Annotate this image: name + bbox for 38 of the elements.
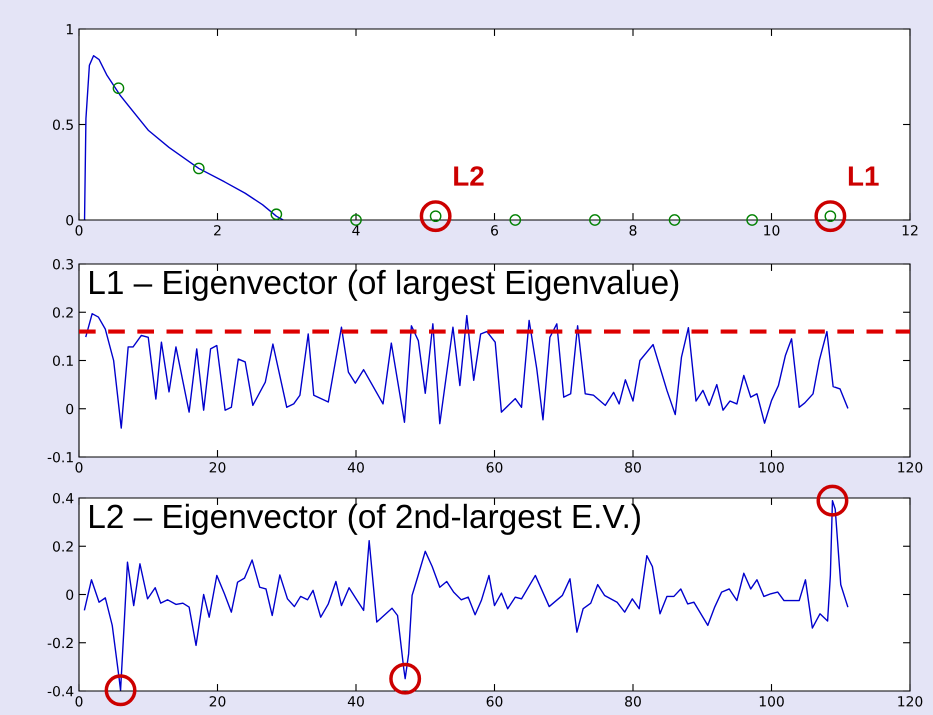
- x-tick-label: 0: [75, 225, 82, 236]
- x-tick-label: 120: [898, 696, 922, 707]
- x-tick-label: 100: [760, 696, 784, 707]
- x-tick-label: 80: [625, 462, 641, 473]
- x-tick-label: 6: [491, 225, 498, 236]
- x-tick-label: 0: [75, 696, 82, 707]
- x-tick-label: 10: [764, 225, 780, 236]
- x-tick-label: 120: [898, 462, 922, 473]
- x-tick-label: 40: [348, 696, 364, 707]
- x-tick-label: 8: [630, 225, 636, 236]
- y-tick-label: 1: [66, 24, 73, 34]
- y-tick-label: 0: [66, 589, 74, 600]
- x-tick-label: 12: [902, 225, 918, 236]
- y-tick-label: 0.4: [52, 492, 74, 504]
- x-tick-label: 80: [625, 696, 641, 707]
- x-tick-label: 60: [486, 462, 502, 473]
- x-tick-label: 20: [210, 462, 226, 473]
- y-tick-label: 0.3: [52, 258, 74, 270]
- annotation: L2: [454, 166, 484, 186]
- x-tick-label: 60: [486, 696, 502, 707]
- y-tick-label: -0.1: [48, 452, 73, 462]
- x-tick-label: 2: [214, 225, 221, 236]
- x-tick-label: 40: [348, 462, 364, 473]
- y-tick-label: 0.5: [52, 119, 73, 130]
- x-tick-label: 4: [352, 225, 360, 236]
- y-tick-label: -0.4: [48, 686, 74, 696]
- x-tick-label: 20: [210, 696, 226, 707]
- y-tick-label: 0.2: [52, 541, 73, 552]
- x-tick-label: 100: [760, 462, 784, 473]
- y-tick-label: 0: [66, 404, 74, 414]
- chart-title: L1 – Eigenvector (of largest Eigenvalue): [90, 270, 678, 301]
- chart-title: L2 – Eigenvector (of 2nd-largest E.V.): [90, 504, 640, 535]
- y-tick-label: 0.1: [52, 355, 73, 366]
- y-tick-label: 0: [66, 214, 74, 226]
- y-tick-label: 0.2: [52, 307, 73, 318]
- annotation: L1: [848, 166, 879, 186]
- x-tick-label: 0: [75, 462, 82, 473]
- y-tick-label: -0.2: [48, 638, 73, 648]
